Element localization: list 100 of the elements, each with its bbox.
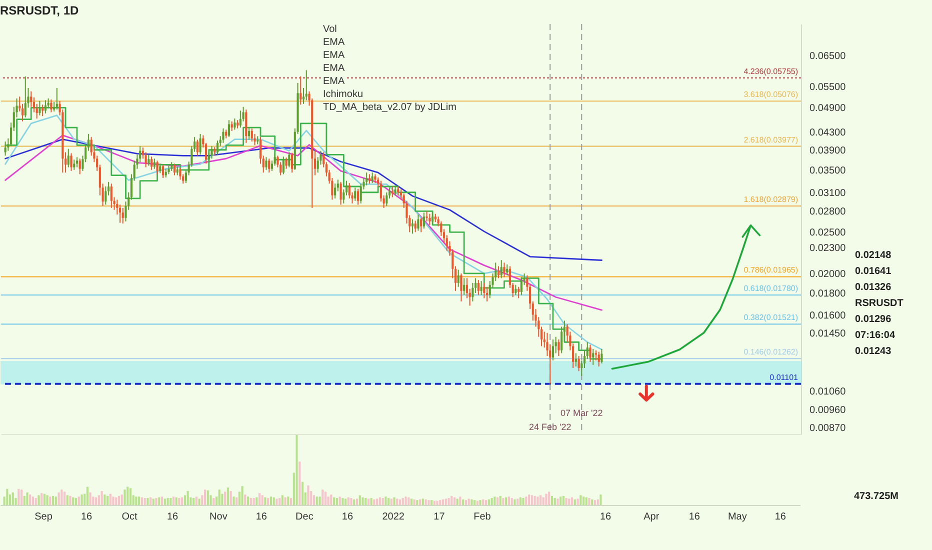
bar <box>588 498 590 505</box>
bar <box>290 498 292 505</box>
bar <box>118 496 120 505</box>
x-tick-label: 2022 <box>382 512 405 522</box>
annotation: EMA <box>321 37 347 48</box>
bar <box>221 494 224 505</box>
bar <box>140 497 143 505</box>
annotation: TD_MA_beta_v2.07 by JDLim <box>321 102 458 113</box>
candlestick <box>268 158 270 174</box>
candlestick <box>417 214 420 232</box>
bar <box>450 496 453 505</box>
candlestick <box>288 152 290 168</box>
y-tick-label: 0.02800 <box>810 206 846 218</box>
x-tick-label: 16 <box>166 512 179 522</box>
bar <box>347 497 350 505</box>
bar <box>419 499 422 505</box>
bar <box>378 497 381 505</box>
y-tick-label: 0.06500 <box>810 50 846 62</box>
annotation: EMA <box>321 76 347 87</box>
bar <box>404 496 407 505</box>
text: 0.01326 <box>855 282 892 294</box>
bar <box>49 496 52 505</box>
candlestick <box>210 146 213 160</box>
bar <box>252 498 255 505</box>
text: 0.01641 <box>855 266 892 278</box>
bar <box>373 499 376 505</box>
candlestick <box>366 172 368 186</box>
bar <box>534 496 536 505</box>
bar <box>100 491 103 505</box>
candlestick <box>472 282 474 302</box>
bar <box>135 496 138 505</box>
candlestick <box>179 167 182 180</box>
candlestick <box>422 212 425 230</box>
bar <box>422 498 424 505</box>
candlestick <box>216 140 219 156</box>
candlestick <box>230 120 233 132</box>
bar <box>453 497 456 505</box>
bar <box>525 496 528 505</box>
bar <box>166 498 169 505</box>
candlestick <box>173 163 176 176</box>
candlestick <box>411 218 414 234</box>
ref-line-label: 07 Mar '22 <box>560 408 603 418</box>
bar <box>284 497 286 505</box>
bar <box>26 492 28 505</box>
bar <box>376 498 378 505</box>
bar <box>505 497 508 505</box>
x-tick-label: 17 <box>434 512 446 522</box>
bar <box>574 499 576 505</box>
bar <box>338 496 341 505</box>
bar <box>476 500 478 505</box>
bar <box>89 492 92 505</box>
bar <box>410 498 412 505</box>
bar <box>576 498 579 505</box>
bar <box>545 494 548 505</box>
x-tick-label: Dec <box>296 512 314 522</box>
bar <box>316 496 318 505</box>
ref-line-label: 0.01101 <box>770 372 799 382</box>
candlestick <box>460 272 462 302</box>
bar <box>428 500 430 505</box>
candlestick <box>503 262 506 278</box>
bar <box>528 494 530 505</box>
candlestick <box>483 282 486 299</box>
candlestick <box>334 183 336 199</box>
ref-line-label: 24 Feb '22 <box>528 422 572 432</box>
ref-line-label: 0.146(0.01262) <box>744 348 798 357</box>
bar <box>92 496 94 505</box>
bar <box>12 492 14 505</box>
bar <box>482 499 484 505</box>
y-tick-label: 0.01060 <box>810 386 846 398</box>
bar <box>109 494 112 505</box>
bar <box>150 497 152 505</box>
bar <box>585 497 588 505</box>
bar <box>330 494 332 505</box>
y-tick-label: 0.02500 <box>810 228 846 239</box>
candlestick <box>578 356 580 372</box>
bar <box>484 500 488 505</box>
candlestick <box>144 152 147 168</box>
bar <box>494 496 496 505</box>
bar <box>448 498 450 505</box>
candlestick <box>520 276 522 296</box>
candlestick <box>414 220 416 233</box>
bar <box>172 496 175 505</box>
bar <box>342 498 344 505</box>
candlestick <box>42 104 44 117</box>
bar <box>192 498 195 505</box>
bar <box>468 498 470 505</box>
x-tick-label: 16 <box>688 512 700 522</box>
bar <box>301 482 304 505</box>
x-tick-label: 16 <box>256 512 268 522</box>
candlestick <box>386 192 388 206</box>
bar <box>120 494 123 505</box>
bar <box>470 499 473 505</box>
x-tick-label: 16 <box>80 512 93 522</box>
candlestick <box>506 264 508 276</box>
bar <box>398 499 402 505</box>
candlestick <box>600 348 603 364</box>
y-tick-label: 0.03500 <box>810 165 846 176</box>
bar <box>436 500 438 505</box>
candlestick <box>356 188 360 206</box>
bar <box>307 485 310 505</box>
